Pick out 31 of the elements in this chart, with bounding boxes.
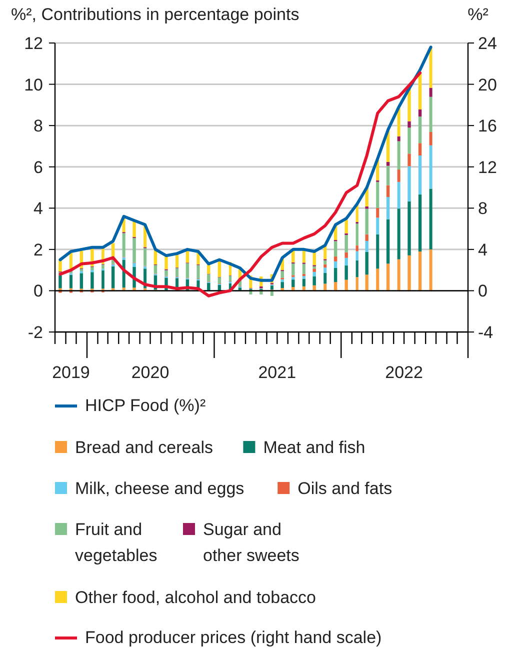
legend-label: Sugar and other sweets	[203, 520, 300, 565]
legend-label: Fruit and vegetables	[75, 520, 158, 565]
y-tick-label: 8	[34, 116, 43, 136]
x-tick-label: 2022	[385, 363, 423, 382]
y-tick-label: 0	[34, 282, 43, 301]
y-tick-label: 6	[34, 158, 43, 177]
y2-tick-label: 0	[478, 282, 488, 301]
y-tick-label: 10	[24, 75, 43, 94]
y-tick-label: -2	[28, 323, 43, 342]
x-tick-label: 2021	[258, 363, 296, 382]
legend-label: Bread and cereals	[75, 438, 213, 457]
y2-tick-label: 16	[478, 116, 497, 136]
legend-label: Milk, cheese and eggs	[75, 479, 244, 498]
legend-label: Other food, alcohol and tobacco	[75, 588, 316, 607]
y-axis-title: %², Contributions in percentage points	[11, 5, 300, 24]
y-tick-label: 2	[34, 240, 43, 260]
legend-label: HICP Food (%)²	[85, 396, 206, 415]
y2-axis-title: %²	[468, 5, 489, 24]
legend-label: Meat and fish	[263, 438, 366, 457]
legend-label: Food producer prices (right hand scale)	[85, 628, 382, 647]
x-tick-label: 2020	[131, 363, 170, 382]
legend-label: Oils and fats	[298, 479, 392, 498]
y2-tick-label: 24	[478, 34, 497, 53]
y2-tick-label: 4	[478, 240, 488, 260]
y2-tick-label: 12	[478, 158, 497, 177]
y2-tick-label: -4	[478, 323, 494, 342]
y-tick-label: 12	[24, 34, 43, 53]
y-tick-label: 4	[34, 199, 43, 218]
y2-tick-label: 8	[478, 199, 488, 218]
y2-tick-label: 20	[478, 75, 497, 94]
x-tick-label: 2019	[52, 363, 90, 382]
